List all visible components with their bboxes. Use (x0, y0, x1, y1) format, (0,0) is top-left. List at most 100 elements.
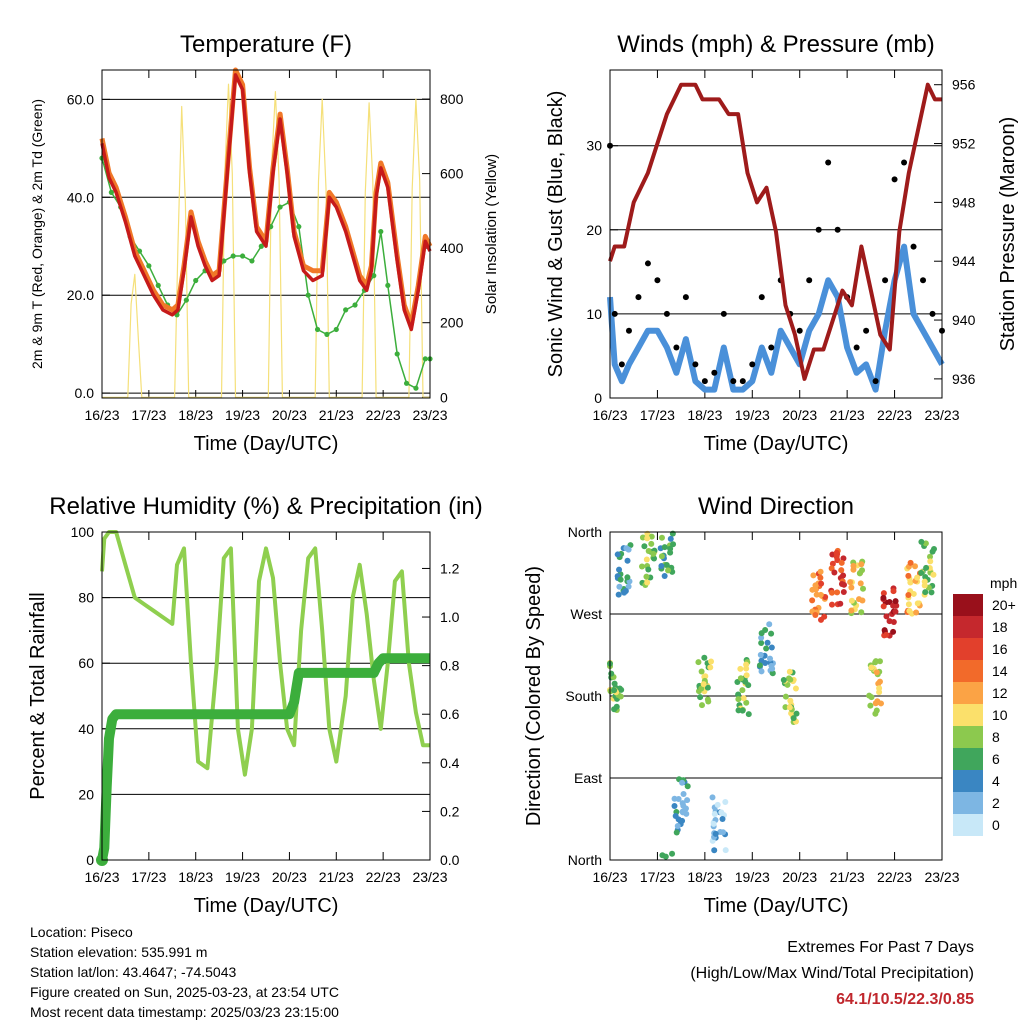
direction-point (768, 644, 775, 651)
gust-point (611, 310, 618, 317)
direction-point (868, 694, 875, 701)
temp-2m-line (100, 73, 432, 332)
gust-point (692, 361, 699, 368)
direction-point (743, 661, 750, 668)
direction-point (880, 594, 887, 601)
direction-point (710, 820, 717, 827)
gust-point (768, 344, 775, 351)
x-tick-label: 21/23 (319, 407, 354, 423)
y2-tick-label: 948 (952, 194, 976, 210)
direction-point (929, 548, 936, 555)
y2-tick-label: 0 (440, 389, 448, 405)
direction-point (684, 783, 691, 790)
x-tick-label: 16/23 (84, 869, 119, 885)
rh-line (100, 530, 430, 777)
gust-point (635, 294, 642, 301)
direction-point (782, 693, 789, 700)
y-tick-label: 20.0 (67, 287, 94, 303)
y-tick-label: South (565, 688, 602, 704)
legend-label: 2 (992, 795, 1000, 811)
direction-point (669, 850, 676, 857)
legend-swatch (953, 616, 983, 638)
gust-point (749, 361, 756, 368)
gust-point (834, 226, 841, 233)
y-axis-label: Sonic Wind & Gust (Blue, Black) (545, 91, 567, 378)
y-axis-label: Percent & Total Rainfall (27, 592, 49, 800)
direction-point (763, 645, 770, 652)
direction-point (756, 662, 763, 669)
x-tick-label: 22/23 (877, 407, 912, 423)
direction-point (624, 557, 631, 564)
direction-point (913, 609, 920, 616)
direction-point (876, 658, 883, 665)
y2-tick-label: 0.6 (440, 706, 460, 722)
direction-point (658, 563, 665, 570)
x-tick-label: 17/23 (131, 407, 166, 423)
legend-swatch (953, 704, 983, 726)
direction-point (720, 829, 727, 836)
plot-border (609, 531, 943, 861)
direction-point (873, 669, 880, 676)
direction-point (848, 597, 855, 604)
direction-point (767, 655, 774, 662)
y-axis-label: Direction (Colored By Speed) (523, 566, 545, 826)
direction-point (868, 664, 875, 671)
direction-point (617, 693, 624, 700)
x-tick-label: 22/23 (366, 407, 401, 423)
direction-point (873, 707, 880, 714)
legend-swatch (953, 660, 983, 682)
gust-point (882, 277, 889, 284)
x-tick-label: 20/23 (272, 869, 307, 885)
direction-point (745, 682, 752, 689)
direction-point (785, 675, 792, 682)
legend-swatch (953, 748, 983, 770)
legend-swatch (953, 594, 983, 616)
direction-point (617, 576, 624, 583)
direction-point (918, 538, 925, 545)
y2-tick-label: 0.2 (440, 803, 460, 819)
direction-point (848, 607, 855, 614)
y2-tick-label: 400 (440, 240, 464, 256)
x-tick-label: 23/23 (412, 869, 447, 885)
direction-point (872, 659, 879, 666)
direction-point (874, 699, 881, 706)
direction-point (829, 601, 836, 608)
x-tick-label: 19/23 (225, 407, 260, 423)
direction-point (782, 704, 789, 711)
gust-point (891, 176, 898, 183)
direction-point (659, 852, 666, 859)
direction-point (658, 534, 665, 541)
direction-point (711, 847, 718, 854)
direction-point (700, 681, 707, 688)
direction-point (817, 574, 824, 581)
wind-direction-panel: Wind Direction 16/23 17/23 18/23 19/23 20/23 2… (523, 493, 960, 917)
elevation-text: Station elevation: 535.991 m (30, 944, 208, 960)
y2-tick-label: 800 (440, 91, 464, 107)
x-axis-label: Time (Day/UTC) (194, 433, 339, 455)
gust-point (654, 277, 661, 284)
x-axis-label: Time (Day/UTC) (704, 433, 849, 455)
direction-point (758, 668, 765, 675)
y-tick-label: 20 (78, 786, 94, 802)
direction-point (644, 579, 651, 586)
y2-tick-label: 956 (952, 77, 976, 93)
direction-point (674, 822, 681, 829)
legend-swatch (953, 814, 983, 836)
direction-point (890, 628, 897, 635)
x-tick-label: 22/23 (877, 869, 912, 885)
direction-point (828, 589, 835, 596)
direction-point (928, 589, 935, 596)
direction-point (684, 797, 691, 804)
direction-point (707, 664, 714, 671)
direction-point (737, 665, 744, 672)
legend-label: 10 (992, 707, 1008, 723)
extremes-subtitle: (High/Low/Max Wind/Total Precipitation) (690, 965, 974, 982)
direction-point (905, 572, 912, 579)
y-tick-label: 20 (586, 222, 602, 238)
location-text: Location: Piseco (30, 924, 133, 940)
x-tick-label: 21/23 (319, 869, 354, 885)
plot-border (101, 69, 431, 399)
direction-point (892, 598, 899, 605)
direction-point (665, 567, 672, 574)
plot-border (609, 69, 943, 399)
